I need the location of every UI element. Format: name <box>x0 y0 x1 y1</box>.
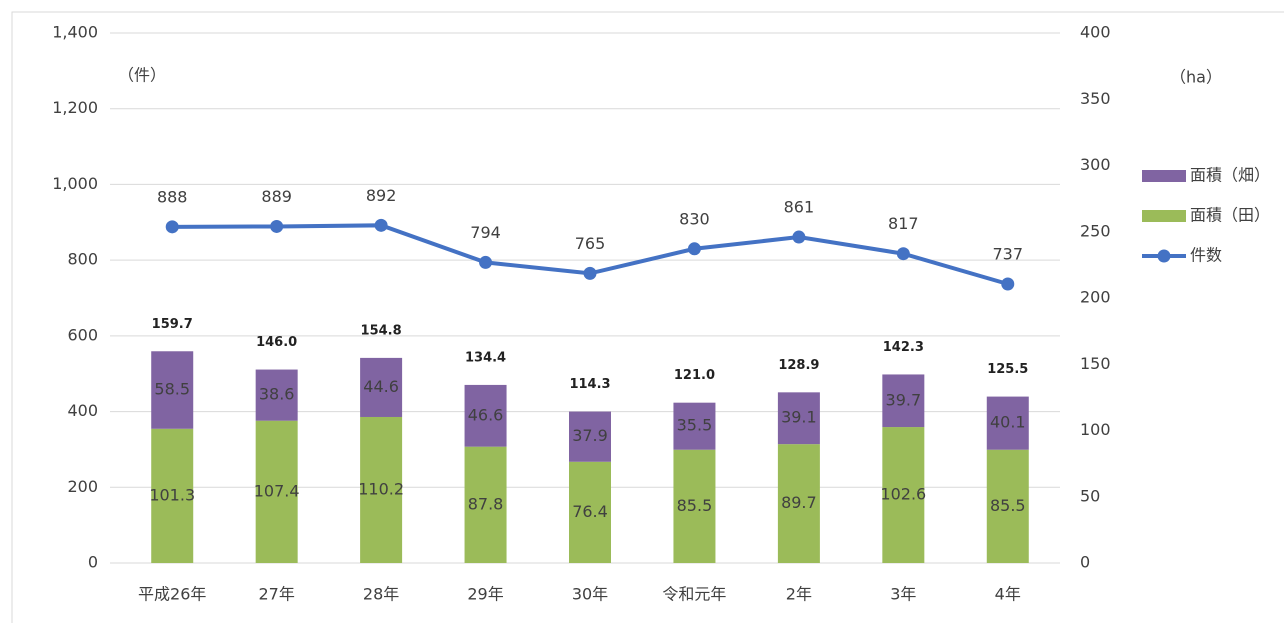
bar-value-label: 46.6 <box>468 405 504 424</box>
bar-segment <box>569 411 611 462</box>
line-point <box>374 218 388 232</box>
bar-value-label: 110.2 <box>358 479 404 498</box>
line-point <box>479 255 493 269</box>
y2-axis-label: （ha） <box>1170 68 1222 87</box>
y2-tick-label: 100 <box>1080 420 1111 439</box>
bar-segment <box>569 461 611 563</box>
y-axis-label: （件） <box>118 66 166 85</box>
bar-value-label: 58.5 <box>154 380 190 399</box>
y-tick-label: 200 <box>67 477 98 496</box>
bar-total-label: 159.7 <box>152 317 193 332</box>
bar-value-label: 39.7 <box>886 390 922 409</box>
bar-total-label: 134.4 <box>465 350 506 365</box>
legend-swatch <box>1142 210 1186 222</box>
legend-label: 面積（畑） <box>1190 166 1270 185</box>
bar-total-label: 125.5 <box>987 362 1028 377</box>
legend-label: 件数 <box>1190 246 1222 265</box>
y2-tick-label: 50 <box>1080 486 1100 505</box>
bar-segment <box>151 351 194 429</box>
bar-total-label: 121.0 <box>674 368 715 383</box>
bar-value-label: 35.5 <box>677 416 713 435</box>
y-tick-label: 0 <box>88 553 98 572</box>
bar-value-label: 38.6 <box>259 385 295 404</box>
x-tick-label: 28年 <box>363 585 399 604</box>
y2-tick-label: 0 <box>1080 553 1090 572</box>
x-tick-label: 27年 <box>258 585 294 604</box>
y2-tick-label: 150 <box>1080 354 1111 373</box>
bar-total-label: 154.8 <box>361 323 402 338</box>
y2-tick-label: 350 <box>1080 89 1111 108</box>
line-point <box>270 219 284 233</box>
x-tick-label: 30年 <box>572 585 608 604</box>
line-value-label: 737 <box>993 244 1024 263</box>
bar-segment <box>360 416 403 563</box>
line-point <box>687 242 701 256</box>
bar-segment <box>151 428 194 563</box>
bar-segment <box>673 449 716 563</box>
line-value-label: 765 <box>575 234 606 253</box>
bar-total-label: 142.3 <box>883 340 924 355</box>
bar-value-label: 85.5 <box>677 496 713 515</box>
x-tick-label: 平成26年 <box>138 585 206 604</box>
bar-value-label: 87.8 <box>468 494 504 513</box>
bar-segment <box>882 374 925 428</box>
y-tick-label: 800 <box>67 250 98 269</box>
bar-segment <box>986 449 1029 563</box>
line-value-label: 830 <box>679 209 710 228</box>
bar-value-label: 39.1 <box>781 408 817 427</box>
bar-total-label: 128.9 <box>778 358 819 373</box>
bar-segment <box>255 369 298 421</box>
bar-value-label: 107.4 <box>254 481 300 500</box>
y-tick-label: 400 <box>67 401 98 420</box>
bar-value-label: 37.9 <box>572 426 608 445</box>
bar-value-label: 85.5 <box>990 496 1026 515</box>
bar-value-label: 44.6 <box>363 377 399 396</box>
line-point <box>583 266 597 280</box>
bar-value-label: 40.1 <box>990 413 1026 432</box>
y2-tick-label: 400 <box>1080 23 1111 42</box>
line-point <box>1001 277 1015 291</box>
y2-tick-label: 250 <box>1080 221 1111 240</box>
x-tick-label: 29年 <box>467 585 503 604</box>
line-value-label: 817 <box>888 214 919 233</box>
bar-segment <box>673 402 716 450</box>
bar-segment <box>464 384 507 447</box>
bar-value-label: 102.6 <box>880 485 926 504</box>
y-tick-label: 1,000 <box>52 174 98 193</box>
bar-value-label: 76.4 <box>572 502 608 521</box>
legend-swatch <box>1157 249 1171 263</box>
x-tick-label: 2年 <box>786 585 812 604</box>
bar-value-label: 101.3 <box>149 485 195 504</box>
line-value-label: 892 <box>366 186 397 205</box>
line-value-label: 794 <box>470 223 501 242</box>
line-point <box>792 230 806 244</box>
x-tick-label: 3年 <box>890 585 916 604</box>
line-value-label: 861 <box>784 198 815 217</box>
bar-segment <box>882 427 925 563</box>
y2-tick-label: 300 <box>1080 155 1111 174</box>
bar-segment <box>777 444 820 563</box>
legend-label: 面積（田） <box>1190 206 1270 225</box>
y-tick-label: 1,400 <box>52 23 98 42</box>
chart-border <box>11 11 1284 623</box>
bar-total-label: 146.0 <box>256 335 297 350</box>
bar-segment <box>777 392 820 445</box>
y-tick-label: 600 <box>67 325 98 344</box>
y2-tick-label: 200 <box>1080 288 1111 307</box>
bar-segment <box>255 420 298 563</box>
line-value-label: 888 <box>157 187 188 206</box>
line-value-label: 889 <box>261 187 292 206</box>
bar-segment <box>986 396 1029 450</box>
line-point <box>165 220 179 234</box>
bar-total-label: 114.3 <box>569 377 610 392</box>
legend-swatch <box>1142 170 1186 182</box>
bar-segment <box>360 357 403 417</box>
line-point <box>896 247 910 261</box>
x-tick-label: 4年 <box>995 585 1021 604</box>
bar-segment <box>464 446 507 563</box>
x-tick-label: 令和元年 <box>662 585 726 604</box>
y-tick-label: 1,200 <box>52 98 98 117</box>
bar-value-label: 89.7 <box>781 493 817 512</box>
